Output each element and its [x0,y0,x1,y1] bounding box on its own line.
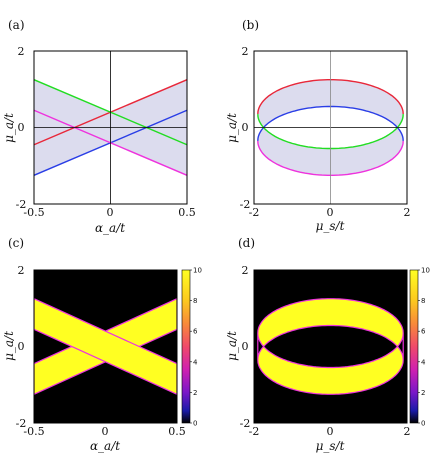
ylabel-d: μ_a/t [225,331,239,361]
ytick-b-top: 2 [242,45,249,58]
plot-frame-d [253,269,408,424]
xtick-d-left: -2 [249,425,260,438]
colorbar-c [181,269,191,424]
ytick-d-top: 2 [242,264,249,277]
plot-frame-b [253,50,408,205]
xtick-c-left: -0.5 [23,425,44,438]
colorbar-tick-label: 0 [421,420,425,428]
panel-d: (d) 10 8 6 4 2 0 2 0 -2 -2 0 2 μ_s/t μ_a/t [225,236,430,453]
ytick-c-bot: -2 [16,417,27,430]
xtick-c-mid: 0 [102,425,109,438]
colorbar-tick-label: 10 [193,267,202,275]
panel-label-b: (b) [242,18,259,32]
colorbar-tick-label: 8 [421,297,425,305]
ytick-a-mid: 0 [18,121,25,134]
ytick-d-mid: 0 [242,340,249,353]
ytick-c-top: 2 [18,264,25,277]
heatmap-band-c2 [34,298,177,395]
xtick-a-right: 0.5 [178,206,196,219]
ytick-b-mid: 0 [242,121,249,134]
colorbar-tick-label: 2 [193,389,197,397]
colorbar-tick-label: 6 [193,328,198,336]
panel-label-d: (d) [238,236,255,250]
plot-frame-c [33,269,178,424]
ytick-d-bot: -2 [240,417,251,430]
colorbar-ticks-c: 10 8 6 4 2 0 [190,267,202,428]
xtick-c-right: 0.5 [168,425,186,438]
colorbar-tick-label: 2 [421,389,425,397]
colorbar-tick-label: 4 [421,358,426,366]
xtick-a-mid: 0 [107,206,114,219]
colorbar-tick-label: 8 [193,297,197,305]
ylabel-c: μ_a/t [2,331,16,361]
xlabel-c: α_a/t [90,439,120,453]
xlabel-a: α_a/t [95,221,125,235]
ytick-a-top: 2 [18,45,25,58]
colorbar-tick-label: 10 [421,267,430,275]
ylabel-a: μ_a/t [2,113,16,143]
xlabel-b: μ_s/t [316,219,345,233]
panel-label-a: (a) [8,18,25,32]
panel-a: (a) 2 0 -2 -0.5 0 0.5 α_a/t μ_a/t [2,18,196,235]
xtick-b-left: -2 [249,206,260,219]
xlabel-d: μ_s/t [316,439,345,453]
xtick-b-mid: 0 [327,206,334,219]
heatmap-ring-d [257,298,404,395]
ylabel-b: μ_a/t [225,113,239,143]
xtick-a-left: -0.5 [23,206,44,219]
ytick-c-mid: 0 [18,340,25,353]
ytick-a-bot: -2 [16,198,27,211]
panel-b: (b) 2 0 -2 -2 0 2 μ_s/t μ_a/t [225,18,411,233]
panel-label-c: (c) [8,236,24,250]
colorbar-ticks-d: 10 8 6 4 2 0 [418,267,430,428]
heatmap-bg-d [254,270,407,423]
plot-frame-a [33,50,188,205]
colorbar-d [409,269,419,424]
xtick-b-right: 2 [404,206,411,219]
colorbar-tick-label: 4 [193,358,198,366]
xtick-d-mid: 0 [327,425,334,438]
panel-c: (c) 10 8 6 4 2 0 2 0 -2 -0.5 0 0.5 α_a/t μ_a/… [2,236,202,453]
colorbar-tick-label: 0 [193,420,197,428]
band-b [257,79,404,176]
xtick-d-right: 2 [404,425,411,438]
colorbar-tick-label: 6 [421,328,426,336]
ytick-b-bot: -2 [240,198,251,211]
